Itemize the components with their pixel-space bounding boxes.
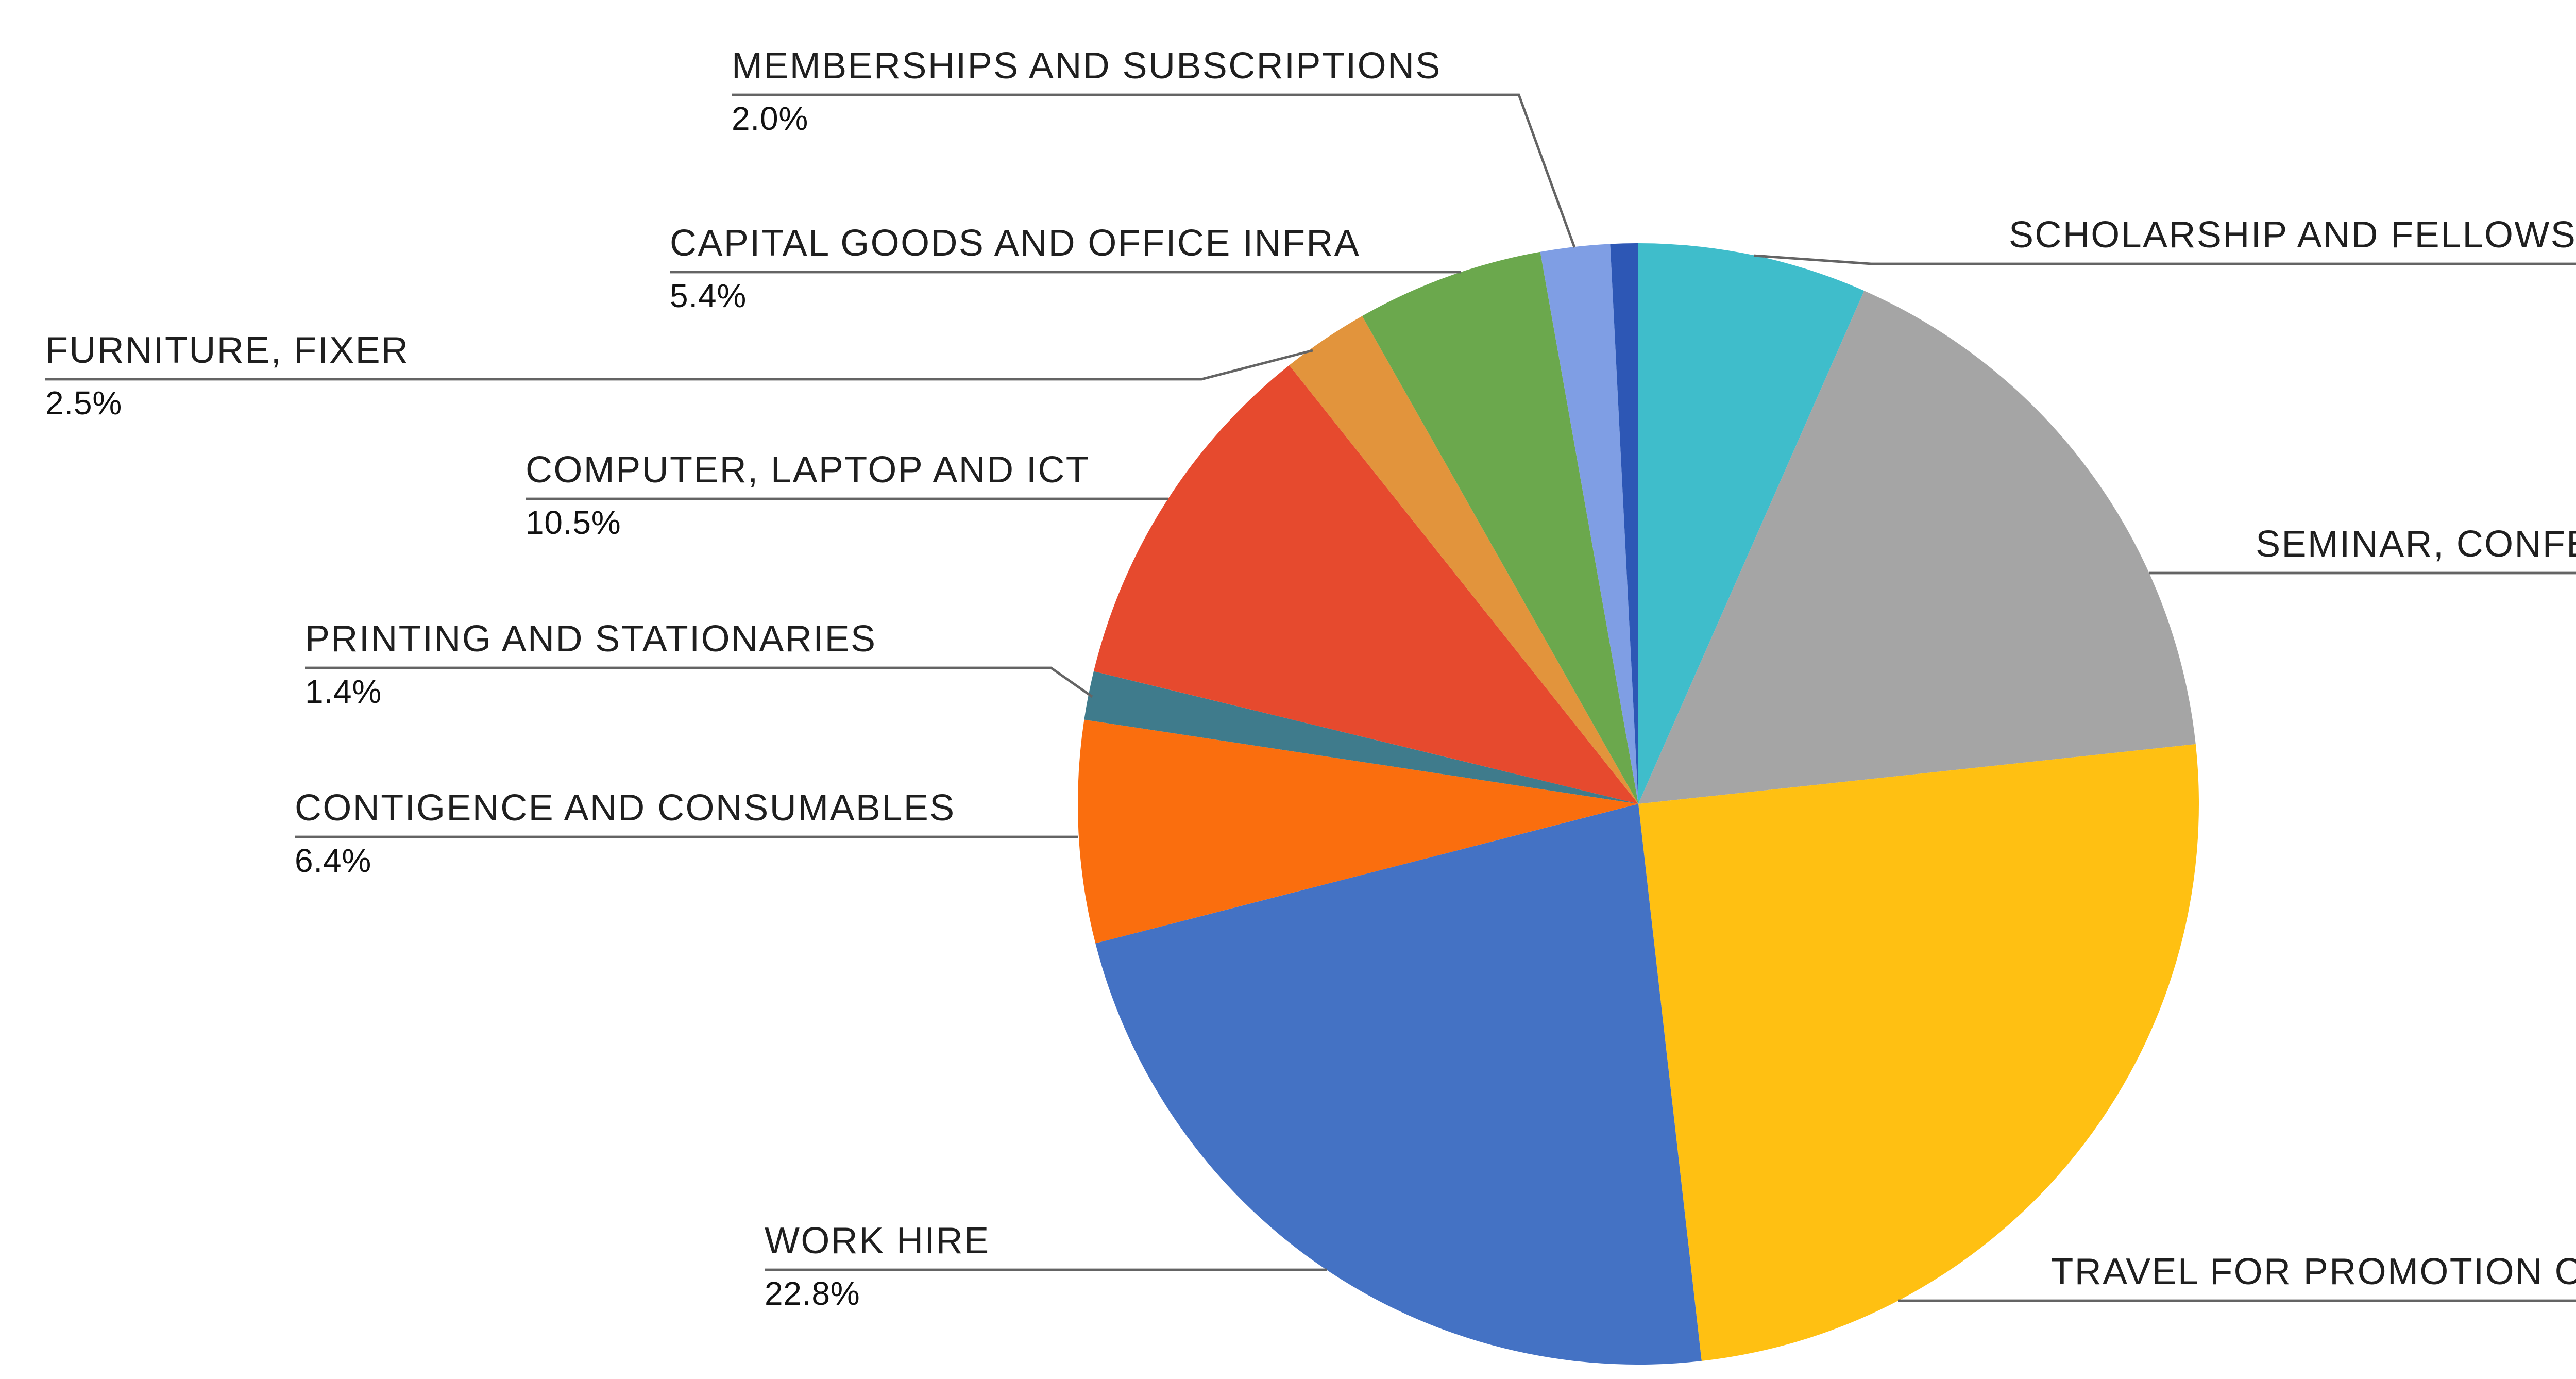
pie-slice-1 — [1638, 291, 2196, 804]
slice-percent: 1.4% — [305, 676, 382, 711]
slice-label: MEMBERSHIPS AND SUBSCRIPTIONS — [732, 45, 1442, 87]
chart-label-work-hire: WORK HIRE 22.8% — [765, 1220, 990, 1315]
leader-line-9 — [732, 93, 1576, 248]
slice-percent: 24.9% — [2050, 1309, 2576, 1346]
slice-percent: 6.4% — [295, 845, 372, 880]
slice-percent: 10.5% — [526, 507, 621, 542]
slice-label: FURNITURE, FIXER — [45, 330, 410, 371]
chart-label-contigence: CONTIGENCE AND CONSUMABLES 6.4% — [295, 787, 956, 882]
slice-label: PRINTING AND STATIONARIES — [305, 618, 877, 660]
chart-label-travel: TRAVEL FOR PROMOTION OF INTERNATIONAL RE… — [2050, 1251, 2576, 1346]
pie-slice-9 — [1540, 244, 1638, 804]
chart-label-capital-goods: CAPITAL GOODS AND OFFICE INFRA 5.4% — [670, 223, 1360, 317]
leader-line-7 — [45, 349, 1313, 381]
slice-label: TRAVEL FOR PROMOTION OF INTERNATIONAL RE… — [2050, 1251, 2576, 1292]
pie-slice-7 — [1289, 316, 1638, 804]
slice-percent: 2.0% — [732, 103, 809, 138]
slice-label: CONTIGENCE AND CONSUMABLES — [295, 787, 956, 829]
chart-label-printing: PRINTING AND STATIONARIES 1.4% — [305, 618, 877, 713]
slice-percent: 5.4% — [670, 280, 747, 315]
chart-label-furniture: FURNITURE, FIXER 2.5% — [45, 330, 409, 425]
slice-percent: 22.8% — [765, 1278, 860, 1313]
pie-slice-2 — [1638, 744, 2199, 1361]
pie-slice-10 — [1610, 243, 1638, 804]
pie-slice-5 — [1084, 671, 1638, 804]
chart-label-computer: COMPUTER, LAPTOP AND ICT 10.5% — [526, 449, 1090, 544]
leader-line-0 — [1753, 254, 2576, 265]
slice-label: CAPITAL GOODS AND OFFICE INFRA — [670, 223, 1361, 264]
pie-slice-4 — [1078, 719, 1638, 944]
slice-label: SEMINAR, CONFERENCE, EVENTS AND DELE... — [2256, 524, 2576, 565]
slice-label: COMPUTER, LAPTOP AND ICT — [526, 449, 1090, 491]
pie-slice-0 — [1638, 243, 1865, 804]
leader-line-5 — [305, 666, 1093, 698]
chart-label-scholarship: SCHOLARSHIP AND FELLOWSHIP, AWARDS, REWA… — [2009, 214, 2576, 309]
slice-percent: 6.6% — [2009, 272, 2576, 309]
slice-label: SCHOLARSHIP AND FELLOWSHIP, AWARDS, REWA… — [2009, 214, 2576, 256]
chart-label-memberships: MEMBERSHIPS AND SUBSCRIPTIONS 2.0% — [732, 45, 1442, 140]
pie-slice-6 — [1093, 365, 1638, 804]
pie-slice-8 — [1362, 251, 1638, 804]
chart-label-seminar: SEMINAR, CONFERENCE, EVENTS AND DELE... … — [2256, 524, 2576, 618]
slice-percent: 2.5% — [45, 388, 123, 423]
slice-percent: 16.7% — [2256, 581, 2576, 618]
slice-label: WORK HIRE — [765, 1220, 990, 1262]
pie-slice-3 — [1095, 804, 1702, 1365]
